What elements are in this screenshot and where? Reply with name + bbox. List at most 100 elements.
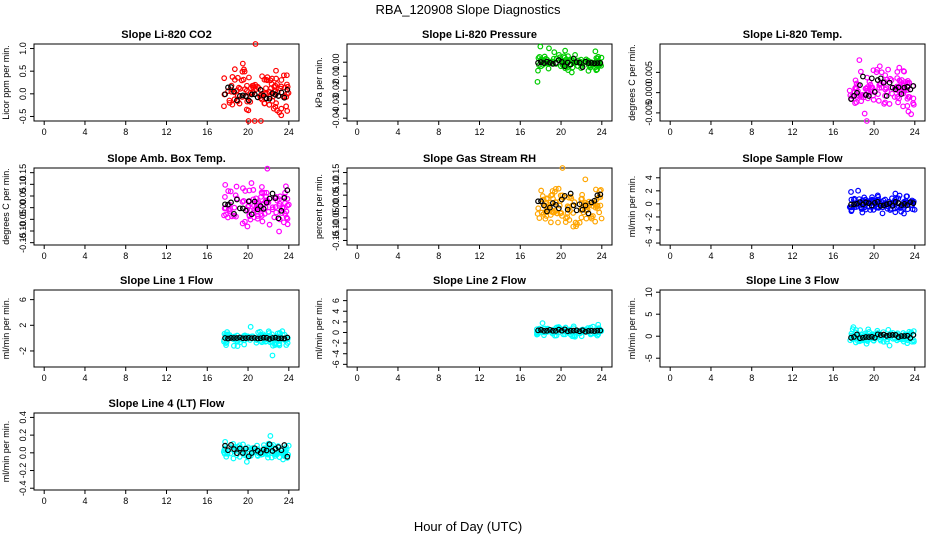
- data-point: [283, 103, 290, 110]
- data-point-black: [889, 331, 896, 338]
- y-tick-label: -2: [331, 339, 341, 347]
- data-point: [848, 208, 855, 215]
- data-point: [572, 333, 578, 340]
- data-point-black: [234, 196, 240, 203]
- data-point-black: [242, 335, 249, 342]
- data-point-black: [281, 94, 288, 101]
- data-point-black: [880, 202, 887, 209]
- y-tick-label: -0.005: [644, 100, 654, 126]
- x-tick-label: 4: [82, 251, 87, 261]
- data-point-black: [585, 210, 592, 217]
- data-point: [865, 326, 872, 333]
- data-point: [896, 95, 902, 102]
- data-point: [543, 196, 550, 202]
- data-point-black: [898, 333, 905, 339]
- data-point: [254, 83, 261, 90]
- data-point-black: [898, 202, 905, 209]
- data-point: [276, 228, 282, 235]
- data-point-black: [234, 97, 240, 104]
- data-point: [592, 48, 599, 55]
- panel-3: Slope Amb. Box Temp. degrees C per min. 0 4…: [1, 153, 300, 261]
- data-point-black: [570, 327, 577, 334]
- y-tick-label: 0.000: [644, 81, 654, 104]
- panel-0: Slope Li-820 CO2 Licor ppm per min. 0 4 8 12 1…: [1, 29, 300, 137]
- x-tick-label: 20: [243, 127, 253, 137]
- data-point: [240, 185, 246, 192]
- data-point-black: [275, 93, 282, 99]
- data-point-black: [910, 83, 917, 89]
- data-point-black: [880, 79, 887, 86]
- x-tick-label: 16: [828, 251, 838, 261]
- x-tick-label: 20: [869, 373, 879, 383]
- data-point-black: [594, 192, 601, 199]
- data-point: [885, 66, 892, 73]
- y-tick-label: -0.05: [331, 208, 341, 229]
- data-point-black: [868, 333, 875, 340]
- data-point-black: [284, 453, 291, 460]
- data-point: [551, 49, 558, 56]
- data-point-black: [228, 335, 234, 341]
- data-point-black: [907, 335, 914, 341]
- x-tick-label: 16: [202, 251, 212, 261]
- y-tick-label: 5: [644, 312, 654, 317]
- data-point: [223, 453, 230, 460]
- data-point: [876, 63, 883, 70]
- data-point: [559, 165, 566, 171]
- data-point-black: [284, 86, 291, 93]
- data-point-black: [558, 327, 565, 334]
- y-tick-label: -0.03: [331, 94, 341, 115]
- data-point-black: [862, 199, 869, 206]
- data-point: [542, 215, 549, 222]
- data-point: [281, 453, 288, 459]
- data-point-black: [541, 202, 547, 209]
- data-point: [882, 86, 889, 93]
- data-point: [555, 219, 561, 226]
- data-point: [248, 180, 255, 186]
- panel-y-label: degrees C per min.: [627, 44, 637, 121]
- x-tick-label: 24: [597, 127, 607, 137]
- x-tick-label: 16: [202, 373, 212, 383]
- x-tick-label: 16: [202, 127, 212, 137]
- data-point: [264, 165, 271, 172]
- data-point: [904, 95, 911, 102]
- data-point-black: [538, 326, 544, 333]
- data-point: [229, 74, 236, 80]
- data-point: [235, 84, 242, 91]
- x-tick-label: 4: [82, 496, 87, 506]
- y-tick-label: 0.15: [331, 164, 341, 182]
- figure-title: RBA_120908 Slope Diagnostics: [375, 2, 561, 17]
- data-point-black: [281, 442, 288, 448]
- x-tick-label: 20: [556, 127, 566, 137]
- data-point-black: [857, 82, 863, 89]
- data-point-black: [242, 445, 249, 452]
- data-point-black: [225, 335, 231, 342]
- data-point-black: [585, 327, 592, 334]
- x-tick-label: 16: [515, 251, 525, 261]
- y-tick-label: 0.4: [18, 411, 28, 424]
- y-tick-label: 0: [644, 201, 654, 206]
- data-point: [283, 72, 290, 79]
- data-point: [266, 89, 273, 95]
- data-point-black: [263, 95, 270, 102]
- y-tick-label: -0.4: [18, 480, 28, 496]
- data-point-black: [234, 335, 240, 341]
- data-point: [282, 448, 289, 454]
- data-point: [863, 118, 870, 124]
- data-point-black: [591, 60, 598, 67]
- data-point-black: [222, 201, 228, 208]
- x-tick-label: 16: [828, 127, 838, 137]
- data-point: [537, 43, 544, 50]
- data-point: [280, 219, 287, 226]
- data-point-black: [552, 327, 559, 334]
- data-point-black: [538, 198, 544, 205]
- x-tick-label: 20: [243, 251, 253, 261]
- data-point: [273, 209, 280, 216]
- data-point: [874, 66, 880, 73]
- x-tick-label: 0: [668, 127, 673, 137]
- panel-5: Slope Sample Flow ml/min per min. 0 4 8 12 16 2…: [627, 153, 926, 261]
- panel-title: Slope Line 2 Flow: [433, 275, 526, 287]
- data-point-black: [269, 335, 276, 341]
- data-point: [861, 110, 868, 117]
- data-point-black: [266, 195, 273, 202]
- data-point-black: [278, 335, 285, 342]
